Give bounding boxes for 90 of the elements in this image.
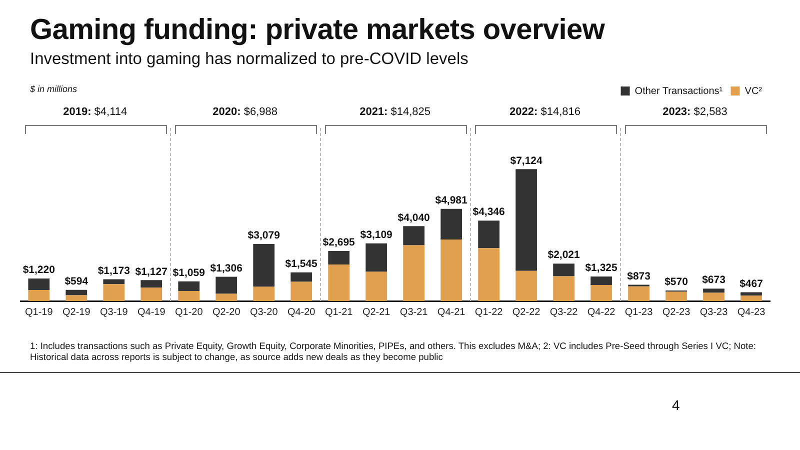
text: 2020: $6,988: [212, 106, 278, 118]
annotation: $4,981: [435, 194, 468, 206]
x-tick-label: Q1-19: [25, 306, 54, 318]
bar: [403, 226, 425, 246]
text: 2022: $14,816: [510, 106, 581, 118]
x-tick-label: Q4-21: [437, 306, 466, 318]
bar: [478, 220, 500, 248]
bar: [140, 288, 162, 301]
bar: [178, 290, 200, 301]
x-tick-label: Q3-19: [100, 306, 128, 318]
bar: [590, 285, 612, 301]
bar: [328, 251, 350, 264]
bar: [366, 243, 388, 272]
legend-label: VC²: [744, 86, 763, 97]
x-tick-label: Q4-22: [587, 306, 616, 318]
annotation: $1,173: [98, 264, 130, 277]
bar: [553, 264, 574, 276]
annotation: $4,040: [398, 212, 430, 224]
x-tick-label: Q2-22: [512, 306, 541, 318]
annotation: $673: [702, 274, 726, 286]
bar: [66, 290, 88, 296]
bar: [140, 280, 162, 288]
annotation: $1,545: [285, 258, 318, 270]
bar: [66, 295, 88, 301]
bar: [703, 292, 724, 301]
x-tick-label: Q3-22: [550, 306, 578, 318]
x-tick-label: Q3-20: [250, 306, 278, 318]
chart-title: Gaming funding: private markets overview: [30, 14, 605, 47]
bar: [440, 208, 462, 240]
x-tick-label: Q3-23: [700, 306, 728, 318]
bar: [290, 282, 312, 301]
annotation: $2,695: [322, 236, 356, 249]
x-tick-label: Q2-20: [212, 306, 241, 318]
text: 1: Includes transactions such as Private Equity, Growth Equity, Corporate Minorities, PIPEs, and others. This excludes M&A; 2: VC includes Pre-Seed through Series I VC; Note: Historical data across reports is subject to change, as source adds new deals as they become public: [30, 341, 758, 363]
annotation: $1,325: [585, 262, 618, 274]
bar: [666, 292, 687, 301]
x-tick-label: Q1-22: [474, 306, 504, 318]
bar: [216, 294, 238, 301]
bar: [703, 288, 724, 293]
annotation: $4,346: [472, 206, 506, 218]
bar: [553, 276, 574, 301]
annotation: $873: [627, 270, 651, 282]
x-tick-label: Q2-19: [62, 306, 91, 318]
bar: [290, 272, 312, 282]
annotation: $1,059: [172, 267, 206, 279]
annotation: $1,306: [210, 262, 243, 274]
x-tick-label: Q4-23: [737, 306, 766, 318]
bar: [440, 239, 462, 301]
bar: [103, 284, 125, 301]
legend-label: Other Transactions¹: [634, 86, 724, 97]
annotation: $570: [664, 276, 688, 288]
x-tick-label: Q2-23: [662, 306, 691, 318]
bar: [103, 279, 125, 284]
bar: [478, 248, 500, 301]
text: 2019: $4,114: [63, 106, 128, 118]
bar: [216, 276, 238, 294]
text: 2023: $2,583: [662, 106, 728, 118]
bar: [516, 270, 537, 301]
x-tick-label: Q2-21: [362, 306, 391, 318]
text: $ in millions: [30, 84, 78, 94]
bar: [28, 278, 50, 290]
annotation: $2,021: [548, 249, 580, 262]
bar: [740, 292, 762, 296]
bar: [590, 276, 612, 286]
bar: [253, 286, 275, 301]
bar: [366, 272, 388, 301]
text: 4: [672, 397, 680, 413]
bar: [328, 264, 350, 301]
annotation: $1,127: [135, 266, 168, 278]
annotation: $594: [64, 276, 88, 288]
x-tick-label: Q1-20: [174, 306, 204, 318]
bar: [178, 281, 200, 291]
text: 2021: $14,825: [360, 106, 431, 118]
chart-subtitle: Investment into gaming has normalized to pre-COVID levels: [30, 50, 468, 69]
annotation: $3,079: [248, 230, 280, 242]
annotation: $3,109: [360, 229, 393, 242]
bar: [628, 286, 650, 301]
bar: [740, 296, 762, 301]
x-tick-label: Q4-19: [137, 306, 166, 318]
bar: [516, 169, 537, 271]
annotation: $1,220: [22, 264, 56, 276]
x-tick-label: Q4-20: [287, 306, 316, 318]
x-tick-label: Q1-23: [624, 306, 654, 318]
x-tick-label: Q1-21: [324, 306, 354, 318]
bar: [403, 245, 425, 301]
x-tick-label: Q3-21: [400, 306, 428, 318]
annotation: $467: [740, 278, 764, 290]
bar: [253, 244, 275, 287]
text: $7,124: [510, 154, 543, 167]
bar: [28, 290, 50, 301]
